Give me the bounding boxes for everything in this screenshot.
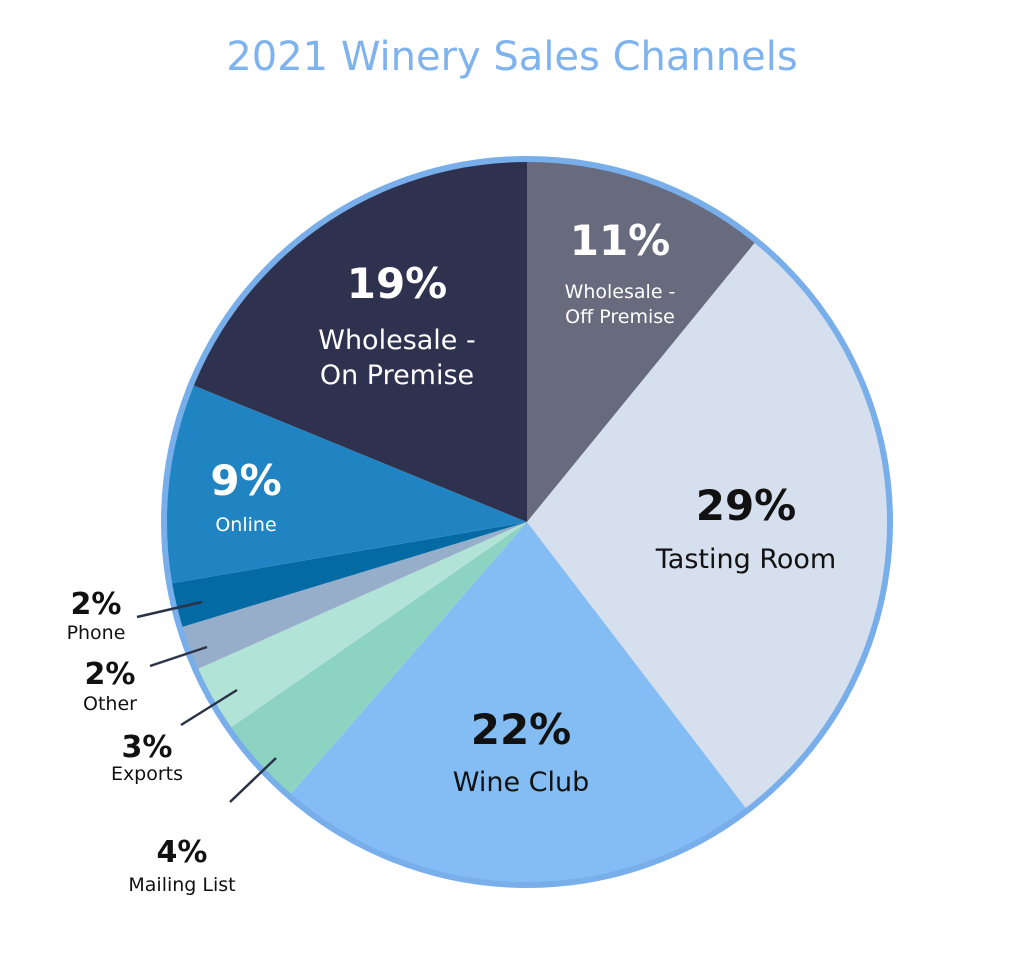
slice-percent-wholesale-on-premise: 19% bbox=[347, 259, 448, 308]
pie-slice-other bbox=[179, 522, 528, 670]
slice-percent-phone: 2% bbox=[71, 587, 122, 622]
pie-slice-online bbox=[163, 384, 527, 584]
pie-slice-wine-club bbox=[288, 522, 748, 885]
slice-label-wine-club: Wine Club bbox=[453, 767, 590, 798]
slice-label-phone: Phone bbox=[67, 622, 126, 644]
pie-slices bbox=[161, 156, 893, 888]
slice-label-online: Online bbox=[215, 514, 276, 536]
slice-percent-exports: 3% bbox=[122, 730, 173, 765]
slice-percent-online: 9% bbox=[210, 456, 281, 505]
slice-percent-tasting-room: 29% bbox=[696, 481, 797, 530]
slice-label-other: Other bbox=[83, 693, 137, 715]
slice-percent-mailing-list: 4% bbox=[157, 835, 208, 870]
pie-slice-tasting-room bbox=[527, 240, 890, 811]
pie-slice-phone bbox=[169, 522, 528, 628]
slice-label-wholesale-on-premise: Wholesale -On Premise bbox=[318, 325, 476, 391]
pie-slice-wholesale-off-premise bbox=[527, 159, 757, 522]
slice-percent-wholesale-off-premise: 11% bbox=[570, 216, 671, 265]
slice-percent-wine-club: 22% bbox=[471, 705, 572, 754]
slice-label-wholesale-off-premise: Wholesale -Off Premise bbox=[565, 281, 676, 328]
slice-label-exports: Exports bbox=[111, 763, 183, 785]
slice-label-mailing-list: Mailing List bbox=[128, 874, 235, 896]
leader-line-exports bbox=[180, 688, 238, 727]
leader-lines bbox=[136, 600, 277, 803]
slice-percent-other: 2% bbox=[85, 657, 136, 692]
leader-line-other bbox=[149, 645, 208, 668]
slice-label-tasting-room: Tasting Room bbox=[655, 544, 836, 575]
pie-slice-exports bbox=[195, 522, 528, 729]
leader-line-mailing-list bbox=[229, 757, 277, 803]
pie-outline bbox=[161, 156, 893, 888]
chart-title: 2021 Winery Sales Channels bbox=[226, 34, 798, 80]
pie-slice-mailing-list bbox=[228, 522, 527, 796]
slice-labels: 11% Wholesale -Off Premise 29% Tasting Room… bbox=[67, 216, 837, 896]
pie-slice-wholesale-on-premise bbox=[191, 159, 527, 522]
leader-line-phone bbox=[136, 600, 203, 619]
